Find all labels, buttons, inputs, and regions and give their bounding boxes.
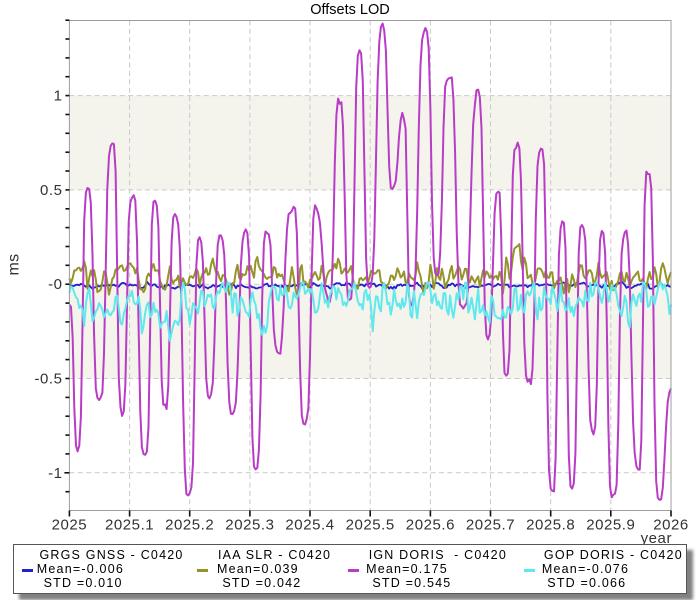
svg-text:2025.2: 2025.2 [165, 517, 214, 534]
svg-text:-1: -1 [48, 465, 62, 482]
svg-text:2025: 2025 [52, 517, 88, 534]
svg-text:2025.9: 2025.9 [586, 517, 635, 534]
svg-text:1: 1 [54, 88, 63, 105]
svg-text:ms: ms [6, 254, 23, 276]
svg-text:year: year [641, 530, 672, 547]
svg-text:2025.1: 2025.1 [105, 517, 154, 534]
svg-text:2025.8: 2025.8 [526, 517, 575, 534]
svg-text:2025.7: 2025.7 [466, 517, 515, 534]
svg-text:2025.4: 2025.4 [285, 517, 334, 534]
svg-text:2025.6: 2025.6 [406, 517, 455, 534]
svg-text:-0.5: -0.5 [34, 371, 62, 388]
svg-text:0.5: 0.5 [40, 182, 63, 199]
svg-text:2025.5: 2025.5 [346, 517, 395, 534]
svg-text:2025.3: 2025.3 [225, 517, 274, 534]
svg-text:-0: -0 [48, 276, 62, 293]
svg-text:2026: 2026 [653, 517, 689, 534]
svg-text:Offsets LOD: Offsets LOD [310, 2, 390, 18]
